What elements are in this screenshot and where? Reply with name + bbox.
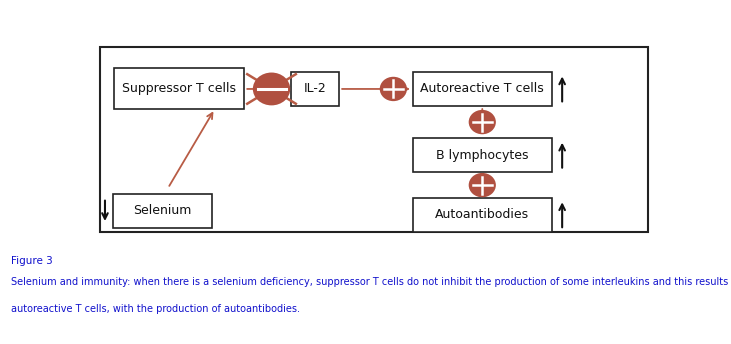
Bar [114, 68, 244, 109]
Text: Selenium: Selenium [133, 204, 192, 217]
Text: autoreactive T cells, with the production of autoantibodies.: autoreactive T cells, with the productio… [11, 304, 300, 314]
Ellipse shape [469, 110, 496, 134]
Bar [413, 72, 552, 106]
Ellipse shape [379, 77, 407, 101]
Bar [291, 72, 339, 106]
Text: Autoantibodies: Autoantibodies [435, 208, 529, 221]
Bar [413, 197, 552, 232]
Bar [100, 46, 648, 232]
Text: Autoreactive T cells: Autoreactive T cells [420, 83, 544, 95]
Ellipse shape [253, 73, 290, 105]
Text: Selenium and immunity: when there is a selenium deficiency, suppressor T cells d: Selenium and immunity: when there is a s… [11, 277, 731, 287]
Text: IL-2: IL-2 [304, 83, 327, 95]
Bar [413, 138, 552, 172]
Ellipse shape [469, 173, 496, 197]
Bar [113, 194, 212, 228]
Text: Suppressor T cells: Suppressor T cells [122, 83, 236, 95]
Text: Figure 3: Figure 3 [11, 256, 53, 266]
Text: B lymphocytes: B lymphocytes [436, 149, 529, 162]
